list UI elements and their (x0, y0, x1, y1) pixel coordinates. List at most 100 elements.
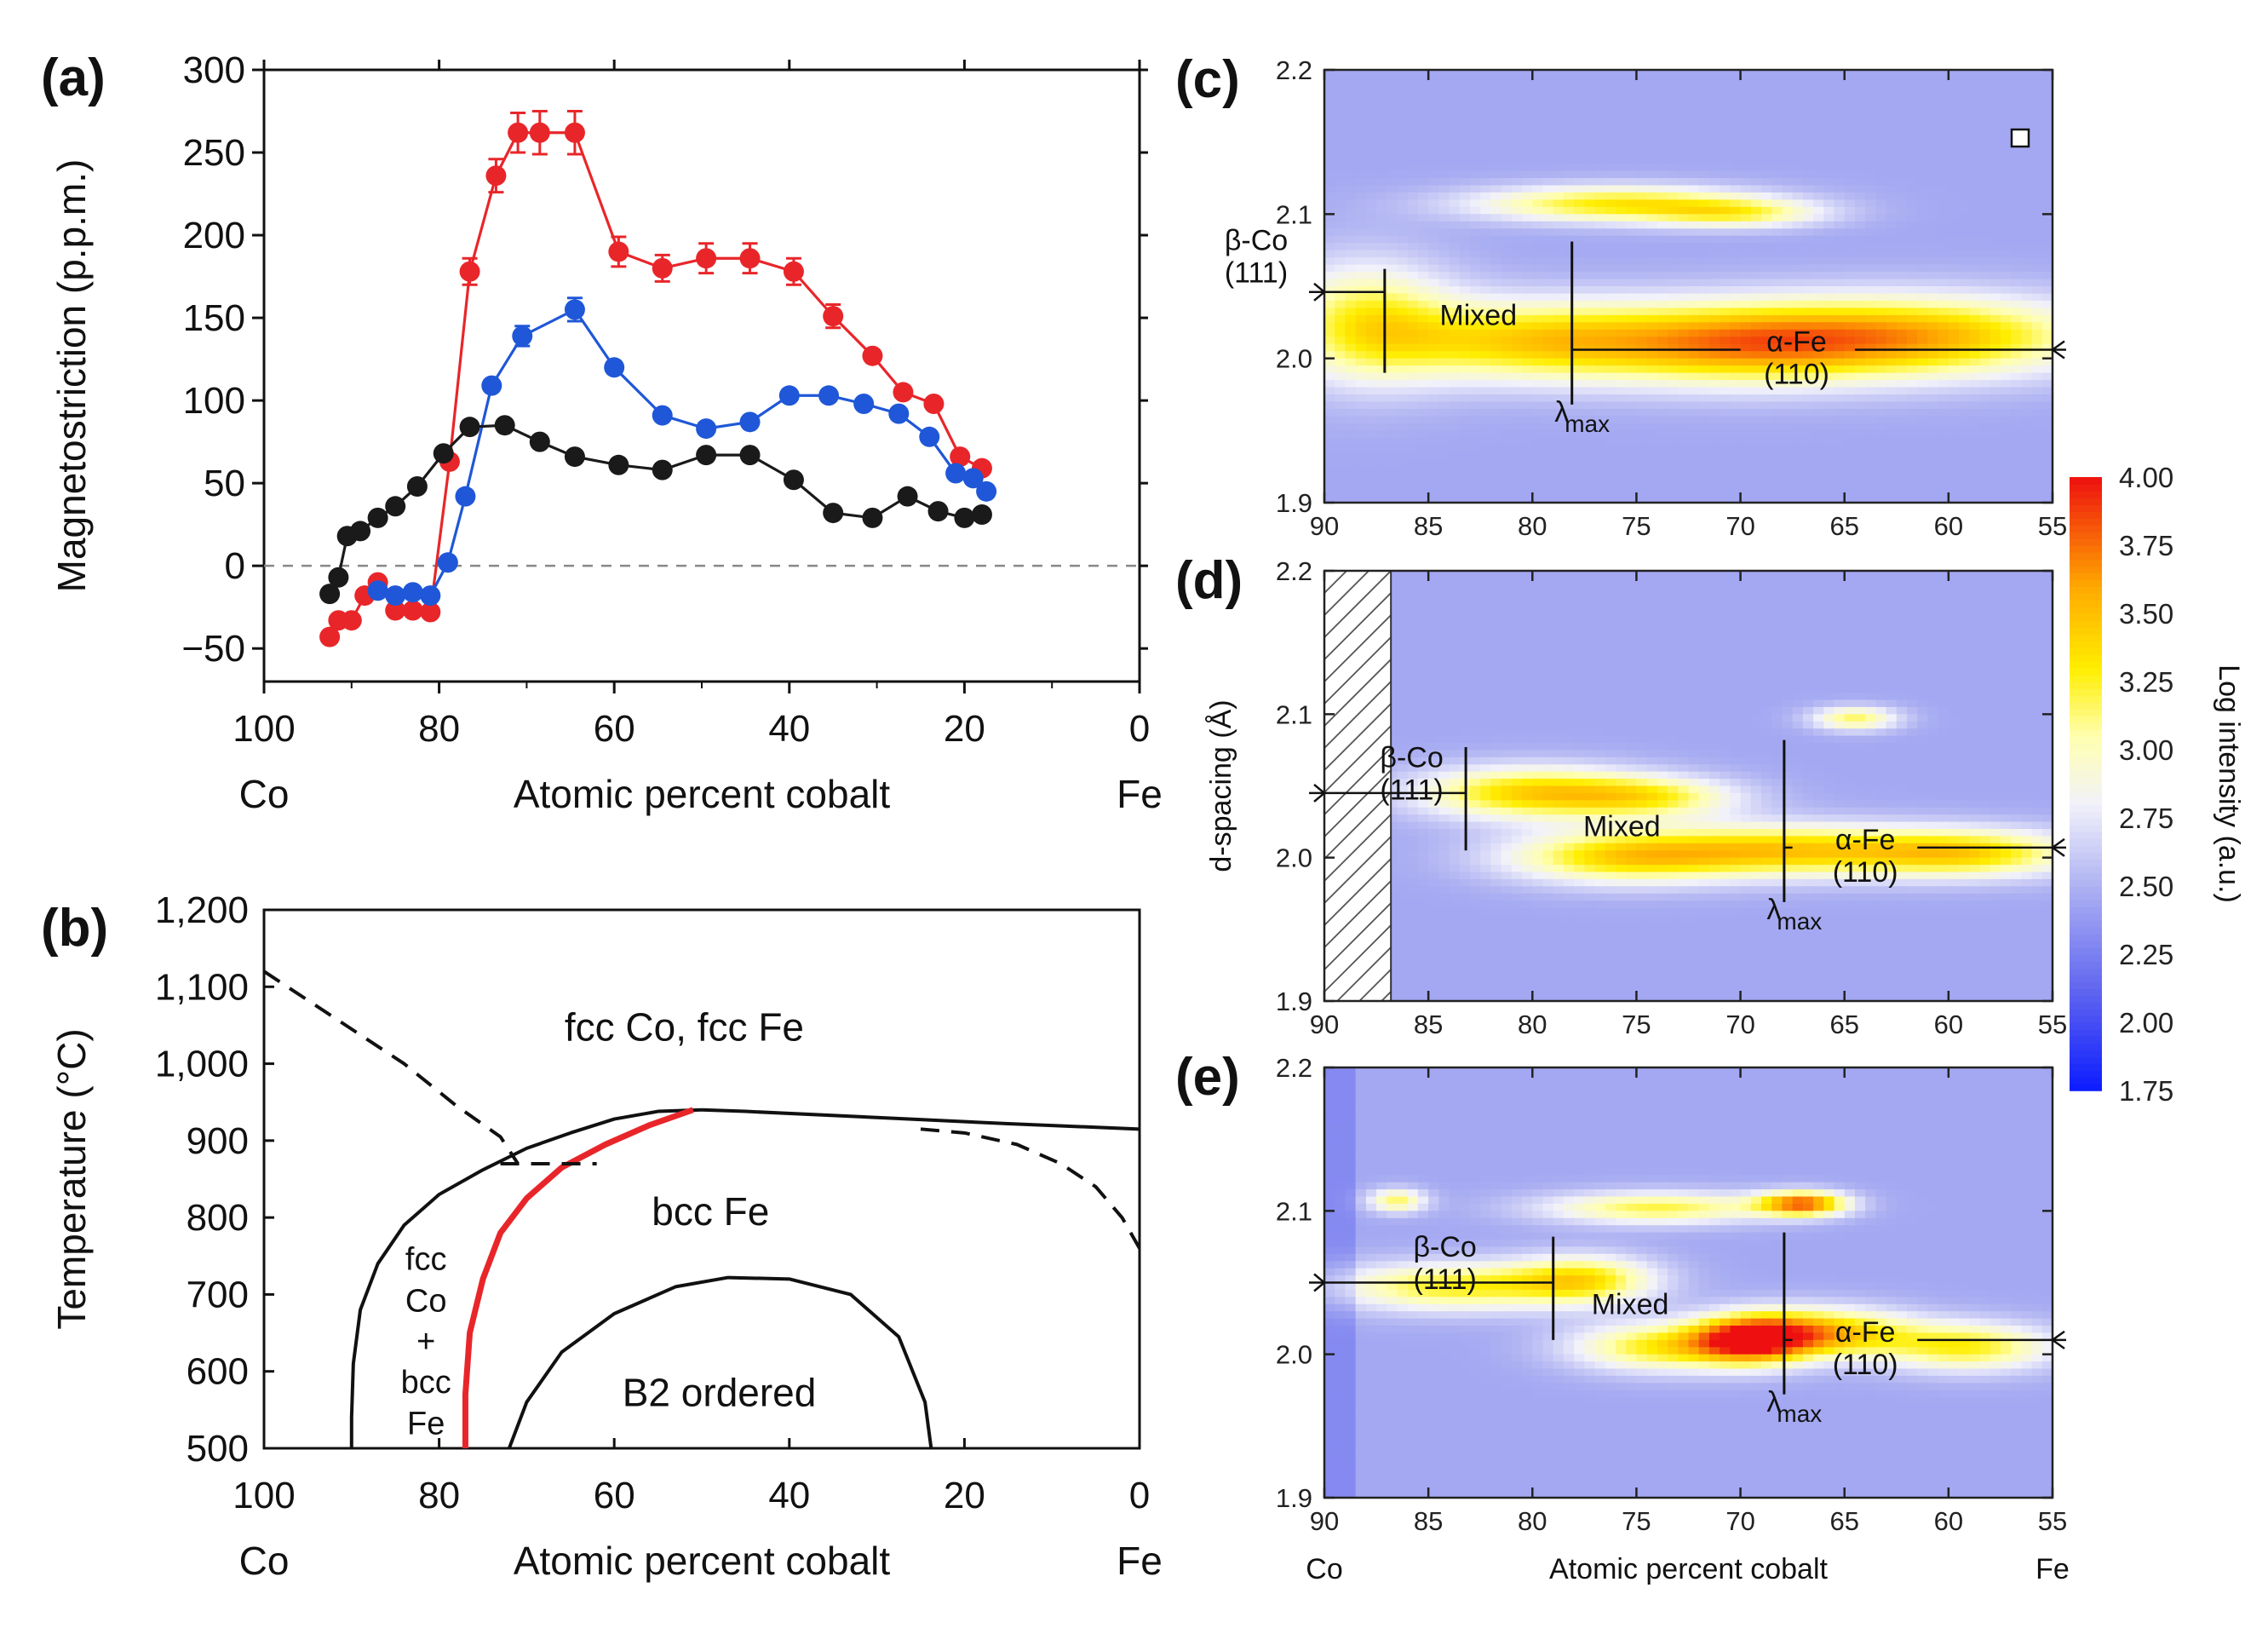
c-heatmap-cell (1896, 452, 1908, 460)
lambda-max-subscript: max (1565, 411, 1610, 437)
c-heatmap-cell (1345, 337, 1357, 345)
c-heatmap-cell (1896, 495, 1908, 503)
c-heatmap-cell (1616, 293, 1627, 302)
c-heatmap-cell (1397, 156, 1409, 164)
c-heatmap-cell (1834, 459, 1846, 468)
c-heatmap-cell (1553, 221, 1565, 230)
c-heatmap-cell (1761, 337, 1772, 345)
c-heatmap-cell (1813, 214, 1825, 222)
c-heatmap-cell (2000, 156, 2012, 164)
c-heatmap-cell (1730, 199, 1742, 208)
c-heatmap-cell (1886, 228, 1898, 237)
c-heatmap-cell (1771, 98, 1783, 107)
c-heatmap-cell (1708, 112, 1720, 122)
c-heatmap-cell (1459, 77, 1471, 85)
c-heatmap-cell (1490, 221, 1502, 230)
c-heatmap-cell (1979, 257, 1991, 266)
c-heatmap-cell (2000, 149, 2012, 158)
c-heatmap-cell (1750, 149, 1762, 158)
c-heatmap-cell (1563, 308, 1575, 316)
c-heatmap-cell (1688, 156, 1700, 164)
c-heatmap-cell (1875, 156, 1887, 164)
c-heatmap-cell (1470, 77, 1481, 85)
c-heatmap-cell (1782, 228, 1794, 237)
c-heatmap-cell (1335, 337, 1346, 345)
c-heatmap-cell (1990, 106, 2001, 114)
d-heatmap-cell (1501, 613, 1513, 622)
c-heatmap-cell (1459, 98, 1471, 107)
c-heatmap-cell (1886, 214, 1898, 222)
c-heatmap-cell (1720, 408, 1731, 417)
c-heatmap-cell (1646, 452, 1658, 460)
c-heatmap-cell (1397, 141, 1409, 150)
c-heatmap-cell (1387, 264, 1398, 273)
c-heatmap-cell (2041, 343, 2053, 352)
c-heatmap-cell (1678, 135, 1690, 143)
c-heatmap-cell (1449, 170, 1461, 179)
c-heatmap-cell (1594, 314, 1606, 324)
d-heatmap-cell (1948, 592, 1960, 601)
c-heatmap-cell (1917, 372, 1929, 381)
c-heatmap-cell (1480, 235, 1492, 244)
c-heatmap-cell (1886, 83, 1898, 93)
d-heatmap-cell (1698, 571, 1710, 579)
c-heatmap-cell (1563, 170, 1575, 179)
c-heatmap-cell (1990, 250, 2001, 258)
d-heatmap-cell (1470, 599, 1481, 607)
x-end-label-co: Co (239, 772, 290, 816)
c-heatmap-cell (1626, 156, 1638, 164)
c-heatmap-cell (1470, 185, 1481, 193)
c-heatmap-cell (1387, 77, 1398, 85)
c-heatmap-cell (1501, 437, 1513, 446)
d-heatmap-cell (1740, 571, 1752, 579)
c-heatmap-cell (1636, 408, 1648, 417)
c-heatmap-cell (1750, 300, 1762, 309)
c-heatmap-cell (1813, 141, 1825, 150)
c-heatmap-cell (1605, 91, 1616, 100)
d-heatmap-cell (1834, 592, 1846, 601)
c-heatmap-cell (1959, 322, 1971, 331)
c-heatmap-cell (1792, 112, 1804, 122)
c-heatmap-cell (1563, 112, 1575, 122)
c-heatmap-cell (1459, 437, 1471, 446)
c-heatmap-cell (1927, 164, 1939, 172)
c-heatmap-cell (1938, 250, 1949, 258)
panel-b-phase-diagram: (b)100 80 60 40 20 01,2001,1001,0009008007006… (41, 889, 1163, 1583)
c-heatmap-cell (1730, 98, 1742, 107)
c-heatmap-cell (1553, 308, 1565, 316)
d-heatmap-cell (1542, 620, 1554, 630)
c-heatmap-cell (1886, 178, 1898, 187)
c-heatmap-cell (2041, 293, 2053, 302)
c-heatmap-cell (1969, 228, 1981, 237)
c-heatmap-cell (2021, 365, 2033, 374)
d-heatmap-cell (1563, 584, 1575, 593)
c-heatmap-cell (1397, 416, 1409, 424)
c-heatmap-cell (1688, 293, 1700, 302)
c-heatmap-cell (1844, 257, 1856, 266)
d-heatmap-cell (1708, 578, 1720, 586)
c-heatmap-cell (1365, 337, 1377, 345)
c-heatmap-cell (1802, 178, 1814, 187)
c-heatmap-cell (1553, 401, 1565, 410)
c-heatmap-cell (1823, 257, 1835, 266)
d-heatmap-cell (1854, 592, 1866, 601)
c-heatmap-cell (1345, 480, 1357, 489)
c-heatmap-cell (1449, 329, 1461, 338)
c-heatmap-cell (2041, 401, 2053, 410)
c-heatmap-cell (1771, 70, 1783, 78)
c-heatmap-cell (1626, 322, 1638, 331)
d-heatmap-cell (1886, 599, 1898, 607)
c-heatmap-cell (1792, 170, 1804, 179)
c-heatmap-cell (1532, 337, 1544, 345)
c-heatmap-cell (1761, 286, 1772, 295)
c-heatmap-cell (1542, 430, 1554, 439)
c-heatmap-cell (1542, 480, 1554, 489)
c-heatmap-cell (2031, 214, 2043, 222)
c-heatmap-cell (1449, 77, 1461, 85)
c-heatmap-cell (1720, 170, 1731, 179)
c-heatmap-cell (1626, 221, 1638, 230)
c-heatmap-cell (1470, 343, 1481, 352)
c-heatmap-cell (1698, 394, 1710, 403)
c-heatmap-cell (1990, 164, 2001, 172)
c-heatmap-cell (1990, 112, 2001, 122)
